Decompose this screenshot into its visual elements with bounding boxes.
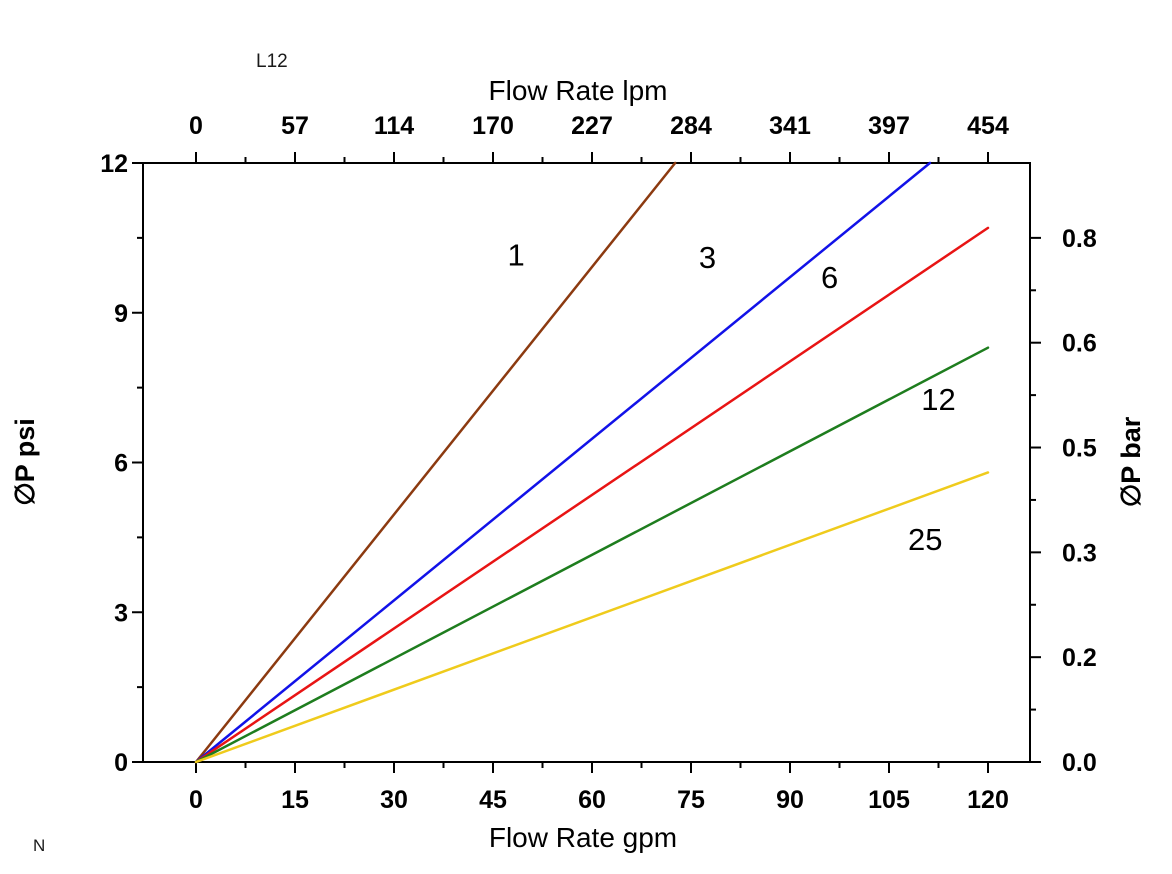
x-axis-tick-label: 60 xyxy=(578,786,606,814)
series-label-25: 25 xyxy=(908,522,942,557)
series-label-12: 12 xyxy=(921,382,955,417)
x-axis-tick-label: 30 xyxy=(380,786,408,814)
y-axis-tick-label: 0 xyxy=(114,749,128,777)
right-axis-tick-label: 0.8 xyxy=(1062,225,1097,253)
x-axis-tick-label: 120 xyxy=(967,786,1009,814)
right-axis-title: ∅P bar xyxy=(1116,416,1146,507)
right-axis-tick-label: 0.2 xyxy=(1062,644,1097,672)
series-line-25 xyxy=(194,471,990,764)
y-axis-title: ∅P psi xyxy=(10,418,40,506)
x-axis-tick-label: 105 xyxy=(868,786,910,814)
y-axis-tick-label: 12 xyxy=(100,150,128,178)
top-axis-tick-label: 397 xyxy=(868,112,910,140)
footnote-marker: N xyxy=(33,836,46,855)
top-axis-tick-label: 0 xyxy=(189,112,203,140)
series-line-1 xyxy=(194,161,677,764)
x-axis-tick-label: 75 xyxy=(677,786,705,814)
top-axis-tick-label: 341 xyxy=(769,112,811,140)
right-axis-tick-label: 0.5 xyxy=(1062,435,1097,463)
series-label-6: 6 xyxy=(821,260,838,295)
y-axis-tick-label: 9 xyxy=(114,300,128,328)
top-axis-tick-label: 57 xyxy=(281,112,309,140)
top-axis-tick-label: 284 xyxy=(670,112,712,140)
top-axis-tick-label: 454 xyxy=(967,112,1009,140)
right-axis-tick-label: 0.3 xyxy=(1062,539,1097,567)
model-code-label: L12 xyxy=(256,51,288,72)
series-line-6 xyxy=(194,226,990,764)
y-axis-tick-label: 3 xyxy=(114,599,128,627)
right-axis-tick-label: 0.0 xyxy=(1062,749,1097,777)
plot-frame xyxy=(142,162,1031,763)
x-axis-tick-label: 90 xyxy=(776,786,804,814)
right-axis-tick-label: 0.6 xyxy=(1062,330,1097,358)
x-axis-title: Flow Rate gpm xyxy=(489,822,677,853)
series-line-12 xyxy=(194,346,990,764)
top-axis-tick-label: 227 xyxy=(571,112,613,140)
top-axis-title: Flow Rate lpm xyxy=(489,75,668,106)
series-label-1: 1 xyxy=(507,237,524,272)
x-axis-tick-label: 15 xyxy=(281,786,309,814)
series-label-3: 3 xyxy=(699,240,716,275)
x-axis-tick-label: 0 xyxy=(189,786,203,814)
x-axis-tick-label: 45 xyxy=(479,786,507,814)
top-axis-tick-label: 114 xyxy=(374,112,414,140)
series-line-3 xyxy=(194,161,932,764)
y-axis-tick-label: 6 xyxy=(114,450,128,478)
top-axis-tick-label: 170 xyxy=(472,112,514,140)
